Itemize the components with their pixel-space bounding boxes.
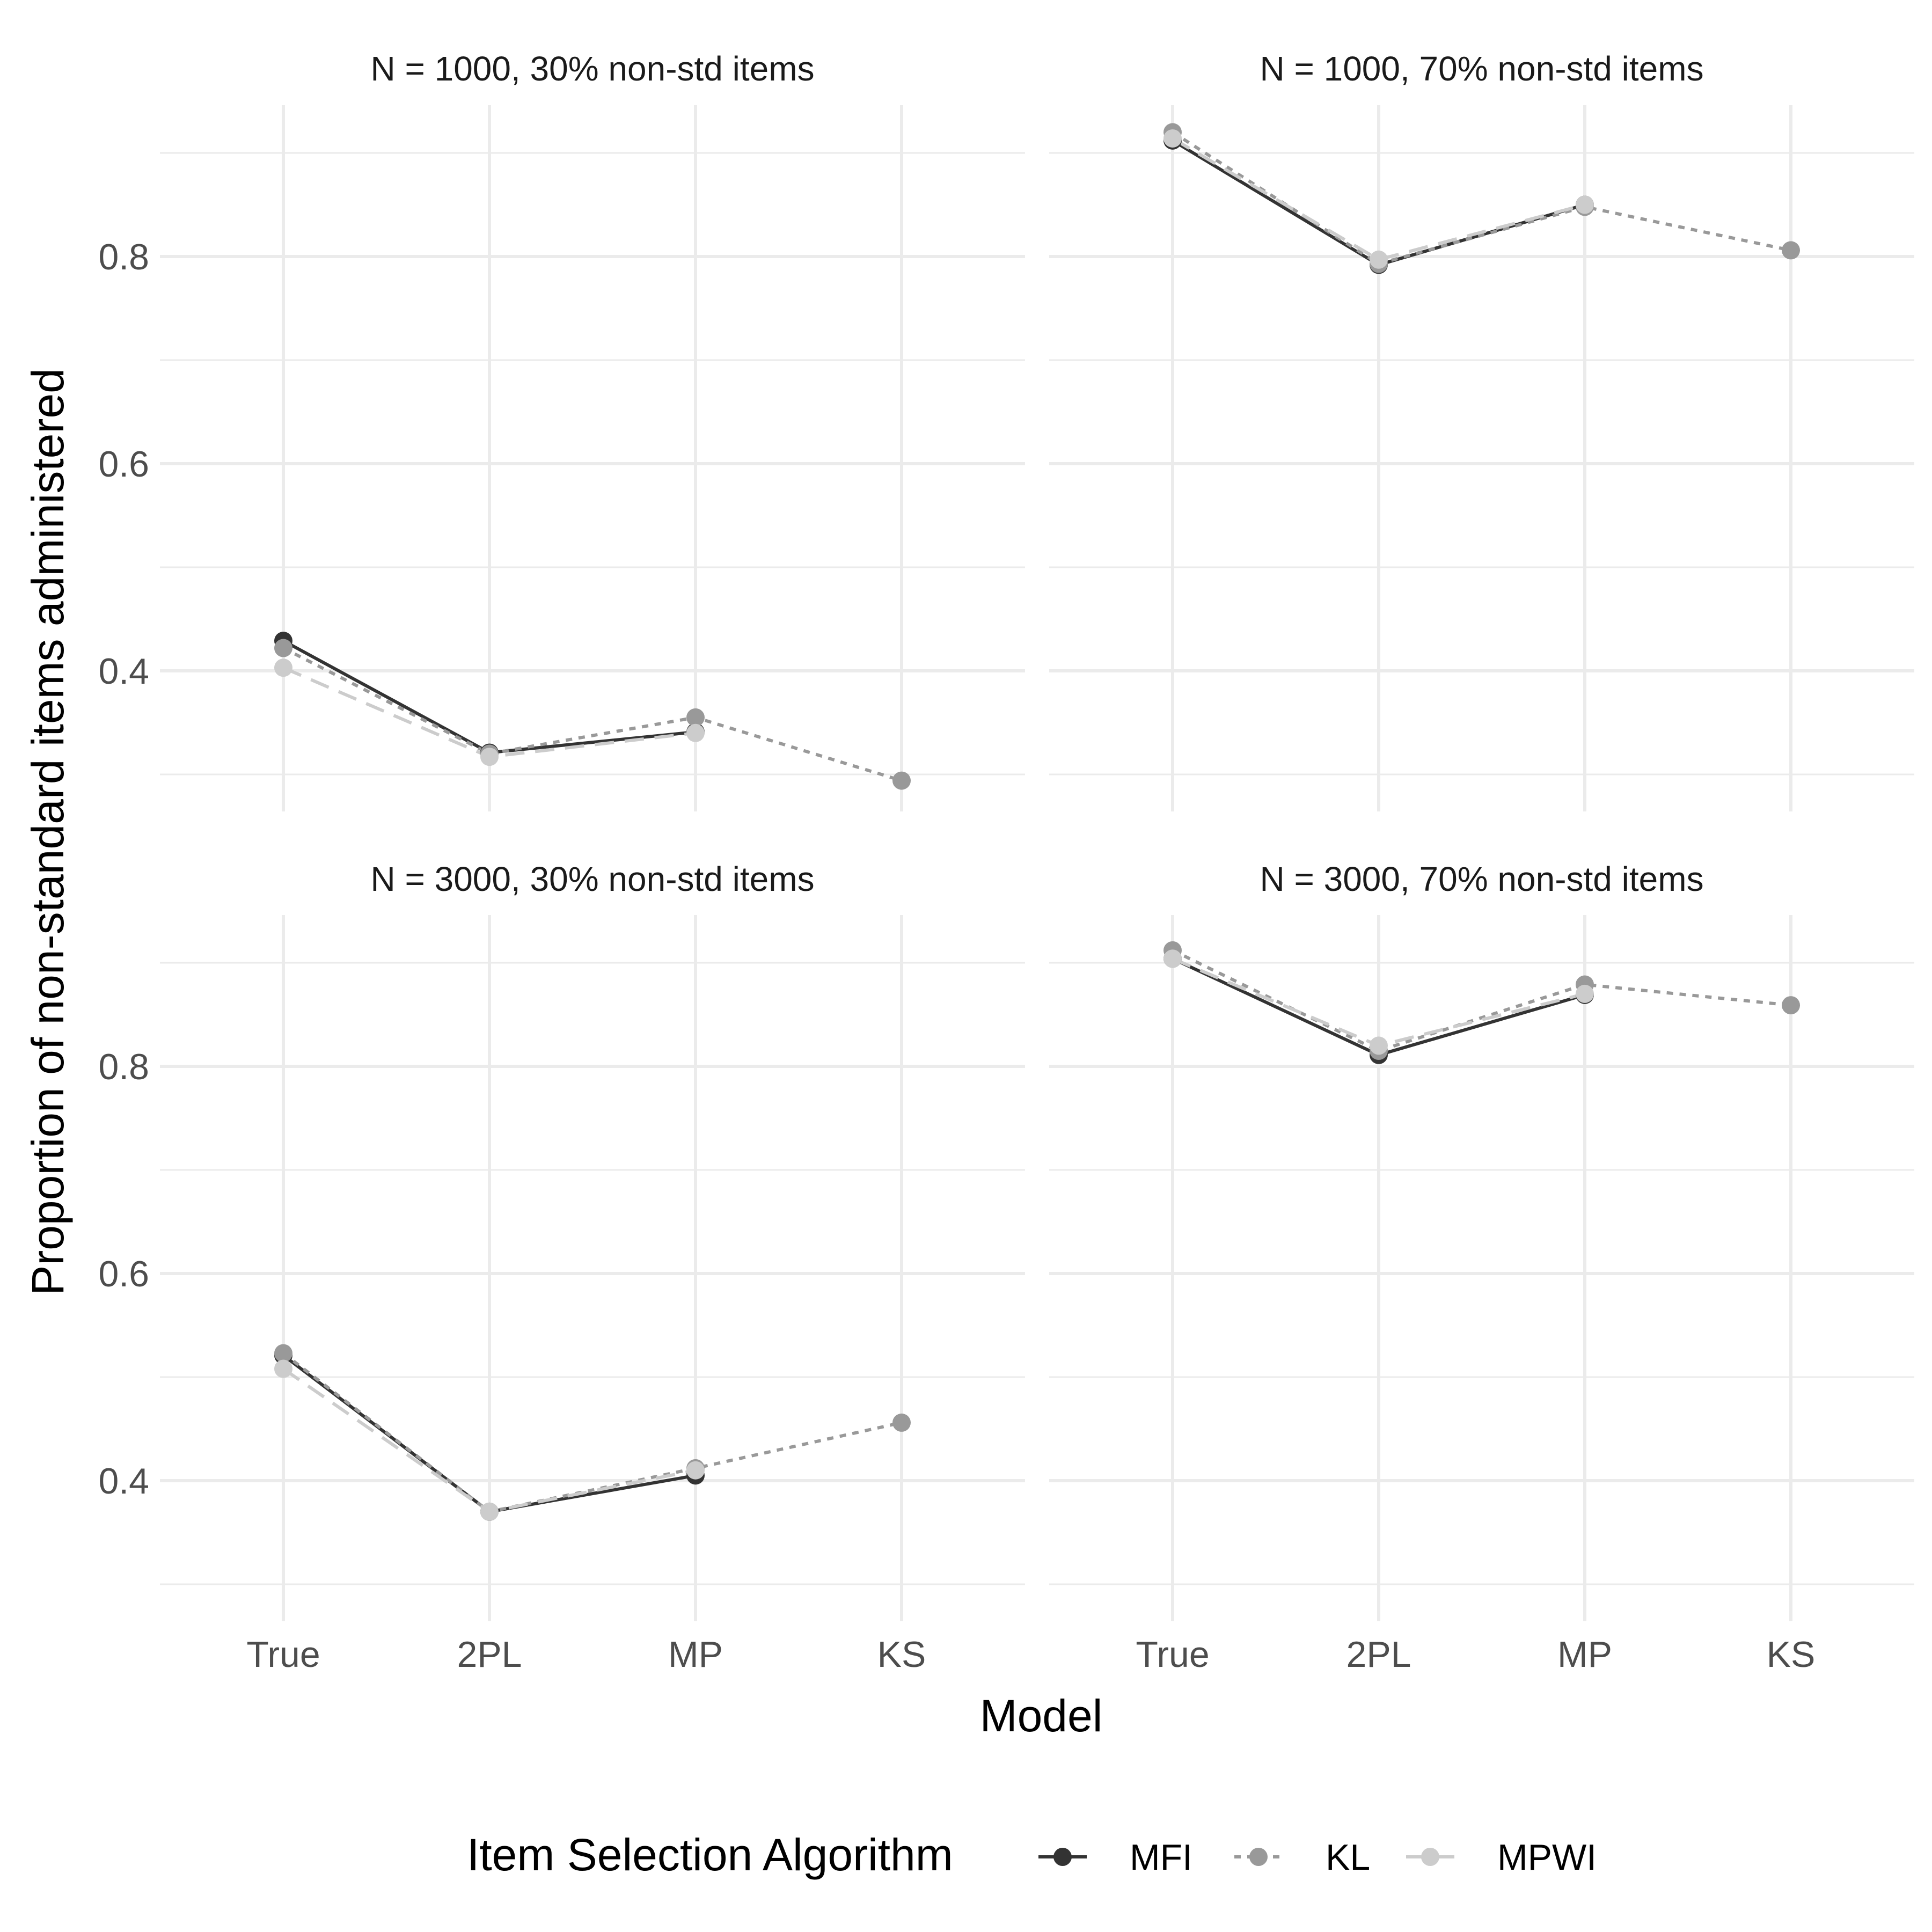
legend-key-point: [1053, 1848, 1072, 1866]
x-tick-label: 2PL: [1346, 1634, 1411, 1675]
series-line-kl: [282, 1352, 902, 1514]
x-axis-title: Model: [980, 1690, 1103, 1741]
panel-title: N = 3000, 30% non-std items: [370, 860, 814, 898]
legend-entry-mpwi: MPWI: [1406, 1837, 1597, 1878]
panel-title: N = 1000, 70% non-std items: [1260, 49, 1703, 88]
point-kl: [686, 708, 705, 727]
point-mpwi: [1370, 1036, 1388, 1055]
x-tick-label: MP: [1557, 1634, 1612, 1675]
legend-entries: MFI KL MPWI: [1038, 1837, 1597, 1878]
x-tick-label: MP: [668, 1634, 723, 1675]
legend-label: KL: [1326, 1837, 1370, 1878]
panel-title: N = 1000, 30% non-std items: [370, 49, 814, 88]
point-mpwi: [1576, 984, 1594, 1003]
point-kl: [892, 771, 911, 790]
y-axis-title: Proportion of non-standard items adminis…: [23, 368, 73, 1296]
panel-2: N = 1000, 70% non-std items: [1049, 49, 1914, 811]
legend-label: MPWI: [1497, 1837, 1597, 1878]
axes: Proportion of non-standard items adminis…: [23, 368, 1102, 1741]
x-tick-label: KS: [877, 1634, 926, 1675]
point-mpwi: [480, 748, 499, 766]
x-tick-label: 2PL: [457, 1634, 522, 1675]
point-mpwi: [1163, 949, 1182, 968]
point-mpwi: [274, 1359, 292, 1378]
point-kl: [892, 1413, 911, 1432]
y-tick-label: 0.4: [98, 651, 149, 692]
legend: Item Selection Algorithm MFI KL MPWI: [467, 1829, 1597, 1880]
point-mpwi: [274, 658, 292, 677]
legend-label: MFI: [1130, 1837, 1192, 1878]
legend-title: Item Selection Algorithm: [467, 1829, 953, 1880]
series-line-kl: [1172, 130, 1791, 266]
point-mpwi: [480, 1502, 499, 1521]
x-tick-label: True: [246, 1634, 320, 1675]
panel-3: N = 3000, 30% non-std items 0.4 0.6 0.8 True…: [98, 860, 1025, 1675]
y-tick-label: 0.8: [98, 237, 149, 277]
point-kl: [274, 639, 292, 657]
panel-1: N = 1000, 30% non-std items 0.4 0.6 0.8: [98, 49, 1025, 811]
point-kl: [1782, 241, 1800, 260]
point-kl: [274, 1344, 292, 1363]
x-tick-label: KS: [1767, 1634, 1816, 1675]
y-tick-label: 0.6: [98, 1254, 149, 1294]
legend-entry-mfi: MFI: [1038, 1837, 1192, 1878]
point-mpwi: [686, 1461, 705, 1480]
point-mpwi: [686, 723, 705, 742]
point-kl: [1782, 996, 1800, 1015]
point-mpwi: [1576, 195, 1594, 214]
legend-key-point: [1249, 1848, 1268, 1866]
y-tick-label: 0.8: [98, 1046, 149, 1087]
point-mpwi: [1163, 129, 1182, 148]
series-line-kl: [282, 646, 902, 782]
point-mpwi: [1370, 250, 1388, 269]
panel-title: N = 3000, 70% non-std items: [1260, 860, 1703, 898]
legend-key-point: [1421, 1848, 1439, 1866]
y-tick-label: 0.4: [98, 1461, 149, 1502]
x-tick-label: True: [1136, 1634, 1209, 1675]
y-tick-label: 0.6: [98, 444, 149, 485]
legend-entry-kl: KL: [1234, 1837, 1370, 1878]
panel-4: N = 3000, 70% non-std items True 2PL MP KS: [1049, 860, 1914, 1675]
series-line-kl: [1172, 949, 1791, 1053]
